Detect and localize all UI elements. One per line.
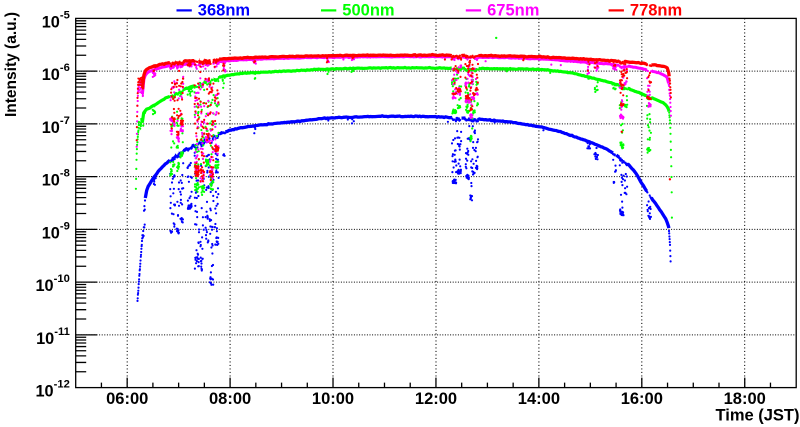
svg-text:10:00: 10:00 bbox=[312, 390, 354, 408]
svg-text:500nm: 500nm bbox=[342, 2, 394, 20]
svg-text:18:00: 18:00 bbox=[724, 390, 766, 408]
svg-text:14:00: 14:00 bbox=[518, 390, 560, 408]
svg-text:08:00: 08:00 bbox=[209, 390, 251, 408]
svg-text:675nm: 675nm bbox=[487, 2, 539, 20]
svg-text:778nm: 778nm bbox=[630, 2, 682, 20]
svg-text:368nm: 368nm bbox=[198, 2, 250, 20]
svg-text:12:00: 12:00 bbox=[415, 390, 457, 408]
svg-text:Time (JST): Time (JST) bbox=[715, 407, 799, 425]
svg-text:06:00: 06:00 bbox=[106, 390, 148, 408]
svg-text:Intensity (a.u.): Intensity (a.u.) bbox=[3, 12, 20, 117]
svg-text:16:00: 16:00 bbox=[621, 390, 663, 408]
